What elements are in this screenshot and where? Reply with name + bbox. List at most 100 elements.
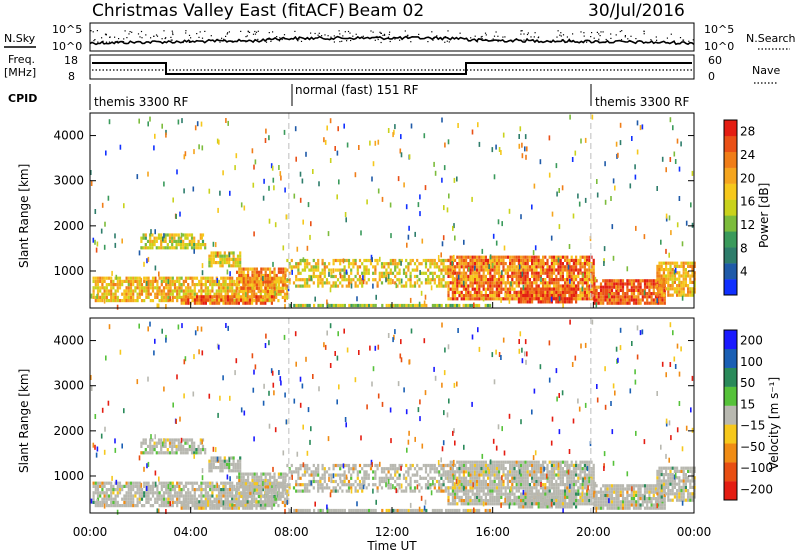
velocity-cell [112, 504, 115, 508]
velocity-cell [145, 494, 148, 498]
velocity-cell [262, 506, 265, 510]
velocity-cell [306, 463, 309, 468]
power-cell [480, 294, 483, 298]
velocity-cell [96, 491, 100, 495]
velocity-cell [398, 483, 401, 487]
power-cell [498, 258, 501, 262]
power-cell [646, 292, 649, 296]
power-cell [546, 262, 549, 266]
power-cell [96, 293, 98, 299]
power-cell [169, 276, 172, 280]
power-cell [418, 262, 421, 266]
power-cell [196, 121, 199, 127]
velocity-cell [118, 488, 122, 492]
nsearch-point [96, 30, 98, 32]
velocity-cell [451, 486, 454, 490]
power-cell [604, 295, 607, 299]
nsearch-point [182, 41, 184, 44]
power-cell [118, 279, 122, 283]
power-cell [500, 274, 503, 278]
power-cell [161, 123, 163, 129]
power-cell [654, 282, 658, 286]
velocity-cell [345, 483, 348, 487]
power-cell [593, 279, 596, 283]
power-cell [669, 271, 672, 275]
velocity-cell [372, 483, 375, 487]
velocity-cell [193, 451, 196, 455]
power-cell [171, 239, 174, 243]
velocity-cell [253, 482, 256, 486]
nsearch-point [170, 36, 172, 38]
power-cell [136, 292, 139, 296]
power-cell [332, 258, 335, 263]
power-cell [282, 267, 285, 271]
velocity-cell [116, 481, 119, 485]
power-cell [398, 262, 401, 266]
power-cell [458, 294, 461, 298]
power-cell [176, 299, 179, 303]
nsearch-point [223, 38, 225, 40]
power-cell [542, 271, 545, 275]
velocity-cell [242, 500, 245, 504]
velocity-cell [219, 462, 222, 466]
nsearch-point [507, 40, 509, 42]
power-cell [478, 258, 481, 262]
power-cell [610, 285, 614, 289]
nsearch-point [196, 33, 198, 35]
power-cell [358, 281, 362, 285]
power-cell [568, 293, 571, 298]
power-cell [107, 292, 111, 296]
velocity-cell [280, 485, 283, 489]
power-cell [394, 258, 397, 263]
power-cell [517, 262, 520, 266]
power-cell [484, 297, 487, 301]
power-cell [264, 286, 267, 290]
power-cell [684, 277, 687, 281]
power-cell [588, 297, 591, 301]
velocity-cell [336, 489, 340, 493]
velocity-cell [251, 506, 254, 510]
power-cell [247, 286, 250, 290]
power-cell [489, 258, 492, 262]
power-cell [138, 276, 141, 280]
power-cell [376, 284, 379, 288]
power-cell [456, 255, 459, 259]
velocity-cell [418, 483, 421, 487]
power-cell [465, 287, 468, 291]
power-cell [285, 214, 288, 220]
power-cell [546, 297, 549, 301]
power-cell [282, 289, 285, 294]
velocity-cell [451, 483, 454, 487]
power-cell [564, 278, 567, 282]
power-cell [522, 278, 525, 282]
velocity-cell [165, 488, 168, 492]
velocity-cell [195, 488, 199, 492]
power-cell [495, 255, 498, 259]
power-cell [218, 298, 221, 302]
power-cell [648, 301, 651, 305]
nsearch-point [153, 35, 155, 37]
power-cell [495, 144, 497, 150]
power-cell [610, 288, 614, 292]
power-cell [493, 297, 496, 301]
power-cell [362, 275, 364, 281]
power-cell [146, 246, 150, 250]
power-cell [544, 284, 547, 288]
power-cell [204, 298, 207, 302]
power-cell [458, 281, 461, 285]
power-cell [500, 258, 503, 262]
nsearch-point [210, 35, 212, 37]
power-cell [592, 271, 595, 275]
velocity-cell [336, 473, 340, 477]
power-cell [380, 262, 384, 266]
power-cell [431, 303, 434, 308]
velocity-cell [105, 497, 108, 501]
power-cell [180, 295, 183, 299]
power-cell [544, 300, 547, 304]
power-cell [211, 286, 214, 290]
velocity-cell [171, 481, 174, 485]
velocity-cell [438, 508, 441, 513]
power-cell [199, 233, 202, 237]
power-cell [132, 276, 135, 280]
power-cell [680, 293, 683, 297]
